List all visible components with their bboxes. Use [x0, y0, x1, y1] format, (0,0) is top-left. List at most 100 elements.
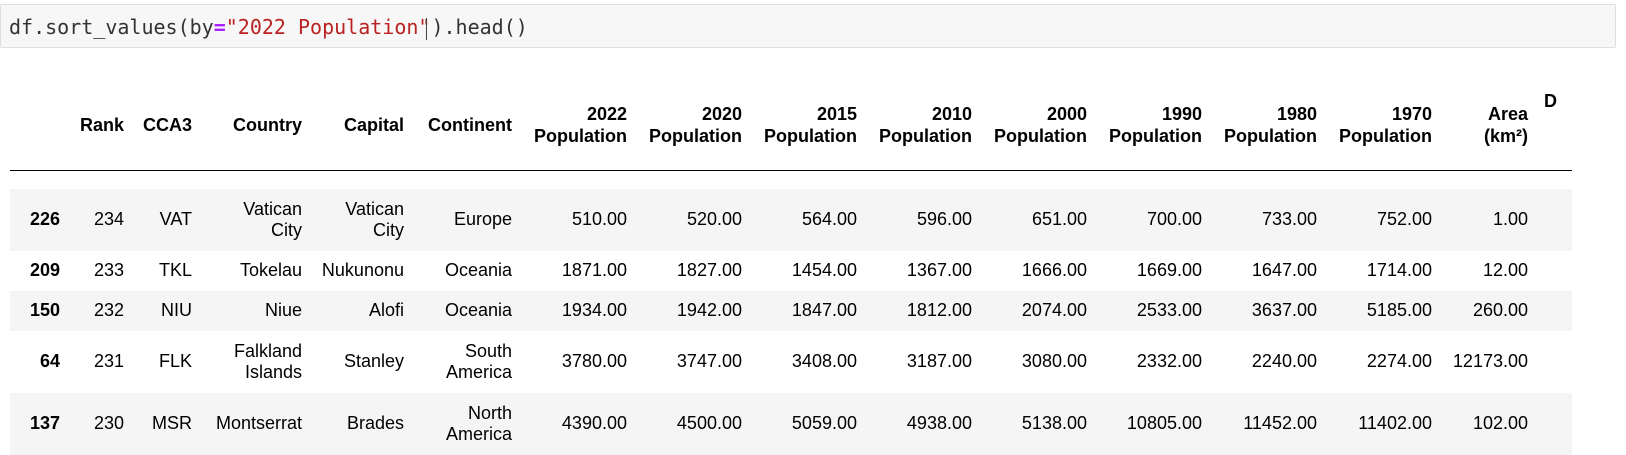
table-header-row: Rank CCA3 Country Capital Continent 2022… [10, 80, 1572, 171]
cell-country-line1: Montserrat [215, 413, 302, 433]
cell-capital-line1: Alofi [368, 300, 404, 320]
cell-rank: 231 [93, 351, 124, 371]
cell-capital-line2: City [373, 219, 404, 240]
header-2020-population: 2020 Population [635, 80, 750, 171]
cell-country-line1: Tokelau [239, 260, 302, 280]
cell-population-1990: 10805.00 [1126, 413, 1202, 433]
header-2010-label: Population [879, 126, 972, 146]
cell-area: 12.00 [1482, 260, 1528, 280]
cell-rank: 234 [93, 209, 124, 229]
header-1970-year: 1970 [1391, 104, 1432, 124]
cell-extra [1536, 251, 1572, 291]
text-cursor-icon [426, 17, 433, 40]
header-2015-year: 2015 [816, 104, 857, 124]
cell-population-1970: 1714.00 [1366, 260, 1432, 280]
cell-population-1980: 1647.00 [1251, 260, 1317, 280]
code-string: "2022 Population" [225, 15, 431, 39]
cell-capital-line1: Brades [346, 413, 404, 433]
row-index: 226 [29, 209, 60, 229]
code-editor[interactable]: df.sort_values(by="2022 Population").hea… [9, 13, 528, 41]
cell-population-2020: 1942.00 [676, 300, 742, 320]
header-1990-year: 1990 [1161, 104, 1202, 124]
cell-population-1970: 11402.00 [1358, 413, 1432, 433]
cell-population-2010: 4938.00 [906, 413, 972, 433]
header-area: Area (km²) [1440, 80, 1536, 171]
cell-country: Montserrat [200, 393, 310, 455]
cell-area: 12173.00 [1452, 351, 1528, 371]
code-equals: = [213, 15, 226, 39]
cell-continent-line1: Europe [453, 209, 512, 229]
table-row: 209 233 TKL Tokelau Nukunonu Oceania 1871.00 18… [10, 250, 1572, 291]
cell-population-2000: 2074.00 [1021, 300, 1087, 320]
table-body: 226 234 VAT Vatican City Vatican City Europe 510… [10, 171, 1572, 455]
dataframe-table: Rank CCA3 Country Capital Continent 2022… [10, 80, 1572, 455]
cell-cca3: FLK [158, 351, 192, 371]
code-cell[interactable]: df.sort_values(by="2022 Population").hea… [0, 4, 1616, 48]
cell-population-2015: 1454.00 [791, 260, 857, 280]
cell-capital: Alofi [310, 291, 412, 331]
cell-population-1980: 3637.00 [1251, 300, 1317, 320]
header-1980-population: 1980 Population [1210, 80, 1325, 171]
cell-continent-line1: South [464, 340, 512, 361]
row-index: 64 [39, 351, 60, 371]
header-2000-population: 2000 Population [980, 80, 1095, 171]
cell-country: Tokelau [200, 251, 310, 291]
cell-population-1990: 2533.00 [1136, 300, 1202, 320]
cell-population-2022: 1934.00 [561, 300, 627, 320]
header-rank: Rank [68, 80, 132, 171]
header-cca3: CCA3 [132, 80, 200, 171]
cell-population-2000: 3080.00 [1021, 351, 1087, 371]
cell-continent: Oceania [412, 251, 520, 291]
cell-population-1970: 752.00 [1376, 209, 1432, 229]
header-1980-year: 1980 [1276, 104, 1317, 124]
cell-continent-line1: Oceania [444, 300, 512, 320]
header-2020-year: 2020 [701, 104, 742, 124]
row-index: 150 [29, 300, 60, 320]
row-index: 137 [29, 413, 60, 433]
cell-cca3: TKL [158, 260, 192, 280]
cell-rank: 233 [93, 260, 124, 280]
dataframe-output: Rank CCA3 Country Capital Continent 2022… [10, 80, 1626, 455]
cell-cca3: VAT [159, 209, 192, 229]
cell-capital: Nukunonu [310, 251, 412, 291]
header-1980-label: Population [1224, 126, 1317, 146]
header-2000-year: 2000 [1046, 104, 1087, 124]
table-row: 226 234 VAT Vatican City Vatican City Europe 510… [10, 188, 1572, 251]
cell-cca3: MSR [152, 413, 192, 433]
header-2010-year: 2010 [931, 104, 972, 124]
cell-capital: Vatican City [310, 189, 412, 251]
cell-population-1990: 2332.00 [1136, 351, 1202, 371]
cell-population-1990: 1669.00 [1136, 260, 1202, 280]
cell-continent-line1: North [467, 402, 512, 423]
cell-population-1980: 733.00 [1261, 209, 1317, 229]
cell-country-line2: Islands [244, 361, 302, 382]
cell-capital-line1: Stanley [343, 351, 404, 371]
cell-population-2020: 520.00 [686, 209, 742, 229]
cell-country-line1: Falkland [233, 340, 302, 361]
cell-country-line2: City [271, 219, 302, 240]
table-row: 64 231 FLK Falkland Islands Stanley South Ameri… [10, 330, 1572, 393]
cell-population-2022: 1871.00 [561, 260, 627, 280]
cell-continent-line1: Oceania [444, 260, 512, 280]
cell-population-2020: 4500.00 [676, 413, 742, 433]
header-2022-year: 2022 [586, 104, 627, 124]
header-area-label: Area [1487, 104, 1528, 124]
cell-population-2000: 1666.00 [1021, 260, 1087, 280]
cell-continent-line2: America [445, 423, 512, 444]
header-1990-label: Population [1109, 126, 1202, 146]
cell-area: 102.00 [1472, 413, 1528, 433]
cell-continent: Oceania [412, 291, 520, 331]
cell-extra [1536, 291, 1572, 331]
cell-population-1990: 700.00 [1146, 209, 1202, 229]
cell-capital: Brades [310, 393, 412, 455]
cell-population-1970: 2274.00 [1366, 351, 1432, 371]
cell-capital: Stanley [310, 331, 412, 393]
cell-area: 260.00 [1472, 300, 1528, 320]
cell-extra [1536, 189, 1572, 251]
table-spacer [10, 171, 1572, 189]
cell-population-2010: 596.00 [916, 209, 972, 229]
cell-population-1980: 11452.00 [1243, 413, 1317, 433]
cell-population-2010: 3187.00 [906, 351, 972, 371]
cell-population-2015: 564.00 [801, 209, 857, 229]
header-area-unit: (km²) [1484, 126, 1528, 146]
